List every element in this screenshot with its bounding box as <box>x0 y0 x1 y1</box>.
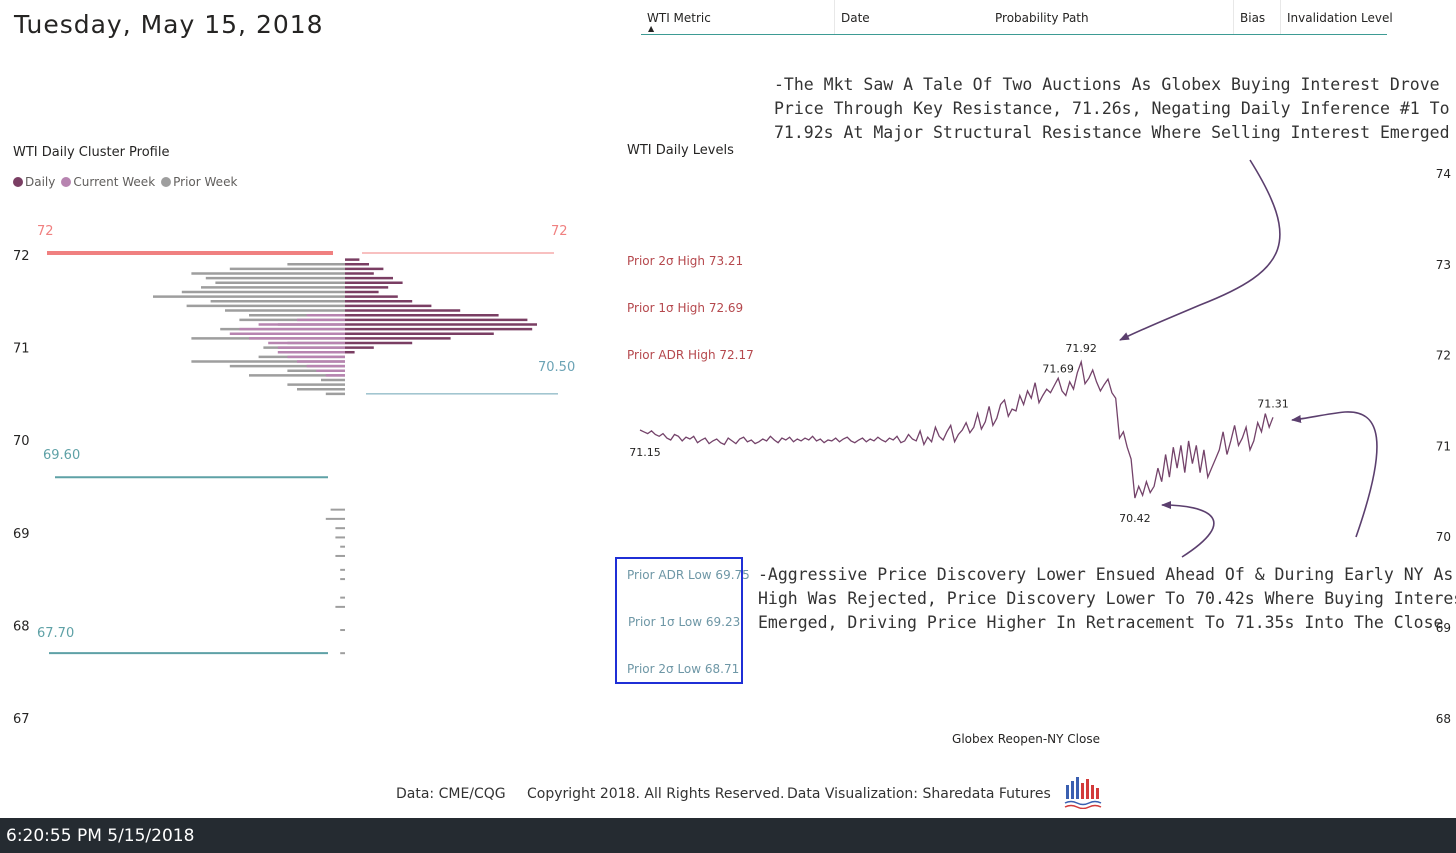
legend-item-prior-week[interactable]: Prior Week <box>161 175 237 189</box>
legend-dot-daily <box>13 177 23 187</box>
line-y-tick: 73 <box>1436 258 1451 272</box>
legend-item-current-week[interactable]: Current Week <box>61 175 155 189</box>
cluster-y-tick: 71 <box>13 342 30 357</box>
cluster-y-tick: 70 <box>13 434 30 449</box>
reference-label: 67.70 <box>37 626 74 641</box>
legend-dot-current-week <box>61 177 72 187</box>
annotation-top: -The Mkt Saw A Tale Of Two Auctions As G… <box>774 73 1450 145</box>
level-prior-1sigma-high: Prior 1σ High 72.69 <box>627 301 744 315</box>
table-header: WTI Metric ▲ Date Probability Path Bias … <box>641 0 1393 35</box>
sharedata-logo-icon <box>1064 777 1102 809</box>
line-y-tick: 71 <box>1436 439 1451 453</box>
footer-copyright: Copyright 2018. All Rights Reserved. <box>527 786 785 802</box>
low-levels-highlight-box <box>615 557 743 684</box>
level-prior-adr-high: Prior ADR High 72.17 <box>627 348 754 362</box>
column-divider <box>834 0 835 34</box>
annotation-bottom: -Aggressive Price Discovery Lower Ensued… <box>758 563 1456 635</box>
line-y-tick: 70 <box>1436 530 1451 544</box>
annotation-bottom-line: Emerged, Driving Price Higher In Retrace… <box>758 613 1444 632</box>
level-prior-2sigma-low: Prior 2σ Low 68.71 <box>627 662 740 676</box>
price-point-label: 71.31 <box>1257 397 1289 410</box>
line-y-tick: 68 <box>1436 712 1451 726</box>
page-title: Tuesday, May 15, 2018 <box>14 10 324 39</box>
annotation-bottom-line: -Aggressive Price Discovery Lower Ensued… <box>758 565 1456 584</box>
cluster-legend: Daily Current Week Prior Week <box>13 175 237 189</box>
status-timestamp: 6:20:55 PM 5/15/2018 <box>6 826 195 846</box>
price-line-chart: 74 73 72 71 70 69 68 71.15 71.69 71.92 70.42 71.31… <box>629 167 1451 746</box>
cluster-y-tick: 72 <box>13 249 30 264</box>
status-bar: 6:20:55 PM 5/15/2018 <box>0 818 1456 853</box>
column-divider <box>1280 0 1281 34</box>
price-point-label: 71.69 <box>1042 363 1074 376</box>
level-prior-1sigma-low: Prior 1σ Low 69.23 <box>628 615 741 629</box>
level-prior-2sigma-high: Prior 2σ High 73.21 <box>627 254 744 268</box>
price-point-label: 71.15 <box>629 446 661 459</box>
cluster-y-tick: 67 <box>13 712 30 727</box>
annotation-bottom-line: High Was Rejected, Price Discovery Lower… <box>758 589 1456 608</box>
footer-data-source: Data: CME/CQG <box>396 786 506 802</box>
price-point-label: 70.42 <box>1119 512 1151 525</box>
line-y-tick: 74 <box>1436 167 1451 181</box>
column-header-date[interactable]: Date <box>841 11 870 25</box>
legend-item-daily[interactable]: Daily <box>13 175 55 189</box>
column-header-wti-metric[interactable]: WTI Metric <box>647 11 711 25</box>
reference-label: 70.50 <box>538 360 575 375</box>
price-point-label: 71.92 <box>1065 342 1097 355</box>
level-prior-adr-low: Prior ADR Low 69.75 <box>627 568 750 582</box>
x-axis-label: Globex Reopen-NY Close <box>952 732 1100 746</box>
daily-levels-title: WTI Daily Levels <box>627 143 734 158</box>
column-divider <box>1233 0 1234 34</box>
cluster-profile-chart: 72 71 70 69 68 67 72 72 70.50 69.60 67.70 <box>13 224 575 727</box>
footer-visualization-credit: Data Visualization: Sharedata Futures <box>787 786 1051 802</box>
legend-dot-prior-week <box>161 177 172 187</box>
annotation-top-line: -The Mkt Saw A Tale Of Two Auctions As G… <box>774 75 1440 94</box>
cluster-profile-title: WTI Daily Cluster Profile <box>13 145 170 160</box>
price-series-line <box>639 359 1274 499</box>
annotation-top-line: Price Through Key Resistance, 71.26s, Ne… <box>774 99 1450 118</box>
cluster-y-tick: 69 <box>13 527 30 542</box>
column-header-invalidation-level[interactable]: Invalidation Level <box>1287 11 1393 25</box>
annotation-top-line: 71.92s At Major Structural Resistance Wh… <box>774 123 1450 142</box>
cluster-y-tick: 68 <box>13 619 30 634</box>
column-header-probability-path[interactable]: Probability Path <box>995 11 1089 25</box>
reference-label: 69.60 <box>43 448 80 463</box>
sort-ascending-icon[interactable]: ▲ <box>648 24 655 33</box>
reference-label-72-left: 72 <box>37 224 54 239</box>
reference-label-72-right: 72 <box>551 224 568 239</box>
line-y-tick: 69 <box>1436 621 1451 635</box>
line-y-tick: 72 <box>1436 349 1451 363</box>
column-header-bias[interactable]: Bias <box>1240 11 1266 25</box>
